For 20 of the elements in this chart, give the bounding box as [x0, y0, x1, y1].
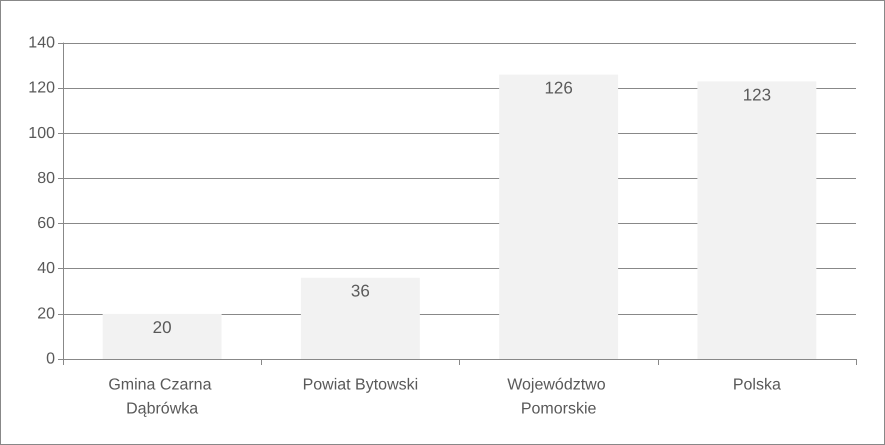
- x-tick-label: Powiat Bytowski: [302, 376, 418, 394]
- x-tick-label: Polska: [732, 376, 781, 394]
- data-label: 126: [544, 78, 573, 98]
- y-tick-label: 40: [37, 260, 56, 278]
- y-tick-label: 60: [37, 215, 56, 232]
- data-label: 36: [350, 282, 370, 301]
- data-label: 20: [152, 318, 172, 337]
- bar: [300, 278, 420, 359]
- y-tick-label: 140: [28, 34, 56, 52]
- y-tick-label: 0: [46, 350, 56, 368]
- y-tick-label: 80: [37, 170, 56, 187]
- data-label: 123: [742, 85, 772, 104]
- x-tick-label: Gmina Czarna Dąbrówka: [108, 376, 216, 418]
- y-tick-label: 120: [28, 80, 56, 97]
- x-tick-label: Województwo Pomorskie: [507, 376, 610, 418]
- bar: [102, 314, 222, 359]
- y-tick-label: 20: [37, 305, 56, 322]
- bar: [697, 81, 816, 359]
- bar: [499, 74, 618, 359]
- y-tick-label: 100: [28, 124, 56, 142]
